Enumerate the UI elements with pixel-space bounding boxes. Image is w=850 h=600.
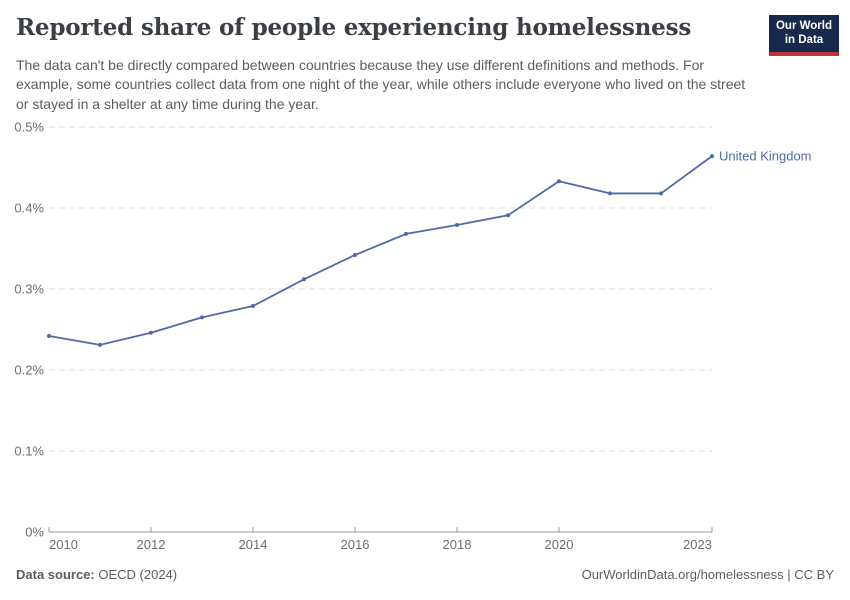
x-axis-label: 2012 [137,537,166,552]
x-axis-label: 2016 [341,537,370,552]
owid-logo-line2: in Data [784,33,824,46]
data-source-value: OECD (2024) [94,567,178,582]
attribution: OurWorldinData.org/homelessness | CC BY [581,567,834,582]
data-point-marker [47,333,51,338]
data-point-marker [659,191,663,196]
data-point-marker [608,191,612,196]
data-point-marker [353,252,357,257]
data-point-marker [98,342,102,347]
chart-subtitle: The data can't be directly compared betw… [16,57,746,112]
owid-logo: Our World in Data [769,15,839,56]
x-axis-label: 2014 [239,537,268,552]
y-axis-label: 0.4% [14,201,44,216]
data-point-marker [251,304,255,309]
data-point-marker [149,330,153,335]
y-axis-label: 0.1% [14,444,44,459]
x-axis-label: 2010 [49,537,78,552]
data-point-marker [200,315,204,320]
data-source-label: Data source: [16,567,95,582]
data-point-marker [302,277,306,282]
x-axis-label: 2018 [443,537,472,552]
data-source: Data source: OECD (2024) [16,567,177,582]
data-point-marker [710,154,714,159]
y-axis-label: 0% [25,525,44,540]
series-end-label: United Kingdom [719,149,812,164]
x-axis-label: 2020 [545,537,574,552]
chart-footer: Data source: OECD (2024) OurWorldinData.… [16,567,834,582]
data-point-marker [404,231,408,236]
y-axis-label: 0.2% [14,363,44,378]
x-axis-label: 2023 [683,537,712,552]
line-chart: 0% 0.1% 0.2% 0.3% 0.4% 0.5% 2010 2012 2014 2016 20… [14,120,812,553]
owid-logo-line1: Our World [775,20,832,32]
data-point-marker [455,223,459,228]
data-point-marker [506,213,510,218]
y-axis-label: 0.5% [14,120,44,135]
chart-title: Reported share of people experiencing ho… [16,14,692,41]
trend-line [48,155,713,346]
y-axis-label: 0.3% [14,282,44,297]
data-point-marker [557,179,561,184]
